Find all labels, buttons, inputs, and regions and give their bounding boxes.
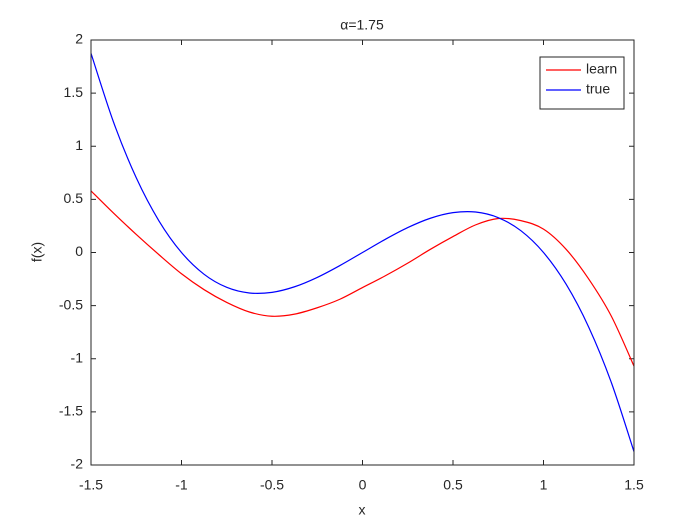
x-axis-label: x (359, 502, 366, 518)
x-tick-label: 0 (359, 477, 367, 493)
y-tick-label: -1 (71, 349, 84, 365)
legend-box (539, 56, 625, 110)
y-tick-label: 0 (75, 243, 83, 259)
y-tick-label: -0.5 (59, 296, 83, 312)
legend-label: true (586, 81, 610, 97)
y-tick-label: -1.5 (59, 403, 83, 419)
y-axis-label: f(x) (29, 242, 45, 262)
series-line (91, 53, 634, 452)
chart-title: α=1.75 (340, 17, 384, 33)
y-tick-label: 1.5 (64, 84, 84, 100)
x-tick-label: -1 (175, 477, 188, 493)
y-tick-label: 1 (75, 137, 83, 153)
y-tick-label: -2 (71, 456, 84, 472)
axes-box (90, 39, 635, 466)
x-tick-label: 1 (540, 477, 548, 493)
y-tick-label: 0.5 (64, 190, 84, 206)
x-tick-label: 0.5 (443, 477, 463, 493)
legend-label: learn (586, 61, 617, 77)
y-tick-label: 2 (75, 31, 83, 47)
x-tick-label: -1.5 (79, 477, 103, 493)
x-tick-label: 1.5 (624, 477, 644, 493)
x-tick-label: -0.5 (260, 477, 284, 493)
series-line (91, 190, 634, 367)
